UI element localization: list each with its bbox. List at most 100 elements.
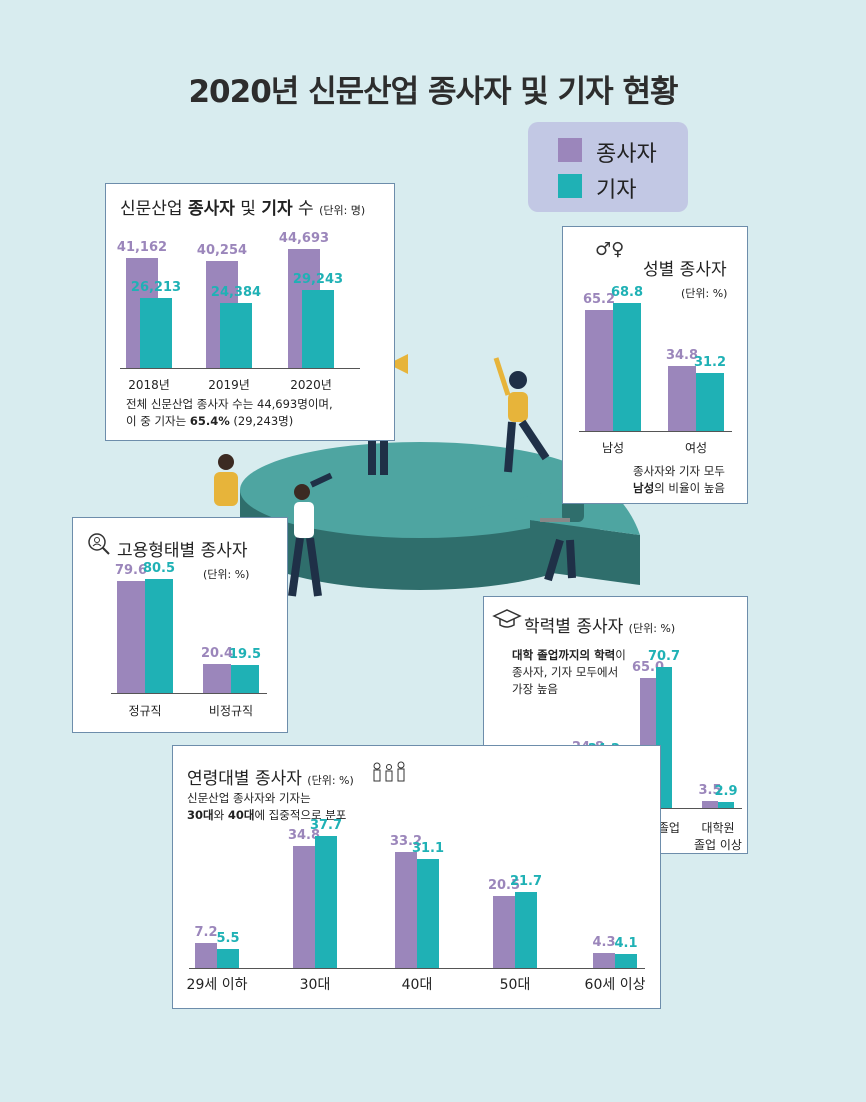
bar-age-reporters [217,948,239,968]
panel-education-note-line1: 이 [615,648,626,662]
value-label-total-employees: 40,254 [196,242,248,258]
value-label-education-reporters: 2.9 [714,784,738,800]
bar-age-employees [293,846,315,968]
chart-baseline [111,693,267,694]
panel-age: 연령대별 종사자 (단위: %) 신문산업 종사자와 기자는 30대와 40대에… [172,745,661,1009]
value-label-age-employees: 20.5 [487,878,521,894]
value-label-age-reporters: 37.7 [309,818,343,834]
legend-swatch-reporters [558,174,582,198]
panel-gender-title: 성별 종사자 [643,260,727,280]
category-label-gender: 남성 [601,441,625,455]
bar-total-reporters [220,302,252,368]
category-label-age: 29세 이하 [186,977,248,993]
category-label-total: 2019년 [208,378,250,392]
category-label-gender: 여성 [684,441,708,455]
panel-total-title-part: 및 [234,199,262,219]
panel-age-note-part: 와 [213,808,228,822]
panel-employment: 고용형태별 종사자 (단위: %) 79.6 80.5 정규직 20.4 19.5 비정규… [72,517,288,733]
panel-age-note: 신문산업 종사자와 기자는 30대와 40대에 집중적으로 분포 [187,790,346,824]
gender-icon: ♂♀ [595,239,625,260]
chart-baseline [579,431,732,432]
people-icon [369,760,409,788]
bar-gender-employees [668,366,696,431]
panel-age-note-highlight: 40대 [227,808,255,822]
magnifier-person-icon [87,532,110,555]
bar-gender-employees [585,309,613,431]
value-label-age-employees: 7.2 [194,924,218,940]
category-label-employment: 비정규직 [208,704,254,718]
panel-education-unit: (단위: %) [628,622,676,635]
panel-total-note-highlight: 65.4% [189,414,230,428]
bar-gender-reporters [696,373,724,431]
value-label-age-employees: 4.3 [592,934,616,950]
panel-employment-unit: (단위: %) [203,568,250,581]
bar-employment-reporters [231,665,259,693]
value-label-total-employees: 41,162 [116,240,168,256]
panel-age-note-highlight: 30대 [187,808,214,822]
value-label-gender-employees: 34.8 [665,348,699,364]
value-label-gender-reporters: 68.8 [610,285,644,301]
legend-label-reporters: 기자 [596,178,637,203]
category-label-education: 대학원 졸업 이상 [694,821,742,852]
category-label-age: 50대 [499,977,531,993]
chart-baseline [189,968,645,969]
legend-label-employees: 종사자 [596,142,657,167]
value-label-age-reporters: 4.1 [614,935,638,951]
value-label-age-employees: 33.2 [389,833,423,849]
value-label-age-reporters: 31.1 [411,841,445,857]
bar-age-reporters [315,836,337,968]
value-label-employment-employees: 79.6 [114,562,148,578]
bar-total-reporters [302,290,334,368]
value-label-total-reporters: 24,384 [210,284,262,300]
bar-employment-reporters [145,579,173,693]
category-label-total: 2020년 [290,378,332,392]
person-spyglass-illustration [288,472,333,597]
panel-gender-unit: (단위: %) [681,287,728,300]
panel-gender: ♂♀ 성별 종사자 (단위: %) 65.2 68.8 남성 34.8 31.2 여성 종… [562,226,748,504]
value-label-age-reporters: 21.7 [509,874,543,890]
bar-age-reporters [417,859,439,968]
panel-total-unit: (단위: 명) [319,204,366,217]
category-label-age: 30대 [299,977,331,993]
panel-gender-note-line2: 의 비율이 높음 [654,481,725,495]
bar-age-reporters [515,892,537,968]
bar-employment-employees [117,580,145,693]
panel-education-title-text: 학력별 종사자 [524,617,624,637]
bar-education-employees [702,801,718,808]
bar-age-reporters [615,953,637,968]
legend: 종사자 기자 [528,122,688,212]
bar-employment-employees [203,664,231,693]
panel-age-title-text: 연령대별 종사자 [187,769,302,789]
panel-education-note-line3: 가장 높음 [512,682,558,696]
value-label-total-reporters: 29,243 [292,272,344,288]
panel-employment-title: 고용형태별 종사자 [117,541,248,561]
panel-total-note-line1: 전체 신문산업 종사자 수는 44,693명이며, [126,397,333,411]
chart-baseline [120,368,360,369]
panel-education-title: 학력별 종사자 (단위: %) [524,612,675,637]
panel-education-note: 대학 졸업까지의 학력이 종사자, 기자 모두에서 가장 높음 [512,647,626,698]
bar-education-reporters [718,802,734,808]
panel-total-note-line2-end: (29,243명) [229,414,294,428]
bar-age-employees [493,896,515,968]
page-title: 2020년 신문산업 종사자 및 기자 현황 [188,74,678,110]
category-label-age: 40대 [401,977,433,993]
bar-total-reporters [140,298,172,368]
panel-age-note-line1: 신문산업 종사자와 기자는 [187,791,311,805]
value-label-age-employees: 34.8 [287,828,321,844]
panel-total-title-part: 수 [292,199,320,219]
panel-age-note-part: 에 집중적으로 분포 [254,808,347,822]
panel-gender-note: 종사자와 기자 모두 남성의 비율이 높음 [633,463,725,497]
panel-gender-note-line1: 종사자와 기자 모두 [633,464,725,478]
value-label-employment-employees: 20.4 [200,646,234,662]
value-label-employment-reporters: 19.5 [228,647,262,663]
value-label-age-reporters: 5.5 [216,930,240,946]
bar-age-employees [395,851,417,968]
value-label-gender-reporters: 31.2 [693,355,727,371]
panel-total-title-bold: 종사자 [187,199,235,219]
category-label-total: 2018년 [128,378,170,392]
bar-age-employees [195,942,217,968]
person-standing-illustration [214,454,238,506]
panel-total-title-bold: 기자 [261,199,293,219]
value-label-total-employees: 44,693 [278,230,330,246]
bar-gender-reporters [613,303,641,431]
